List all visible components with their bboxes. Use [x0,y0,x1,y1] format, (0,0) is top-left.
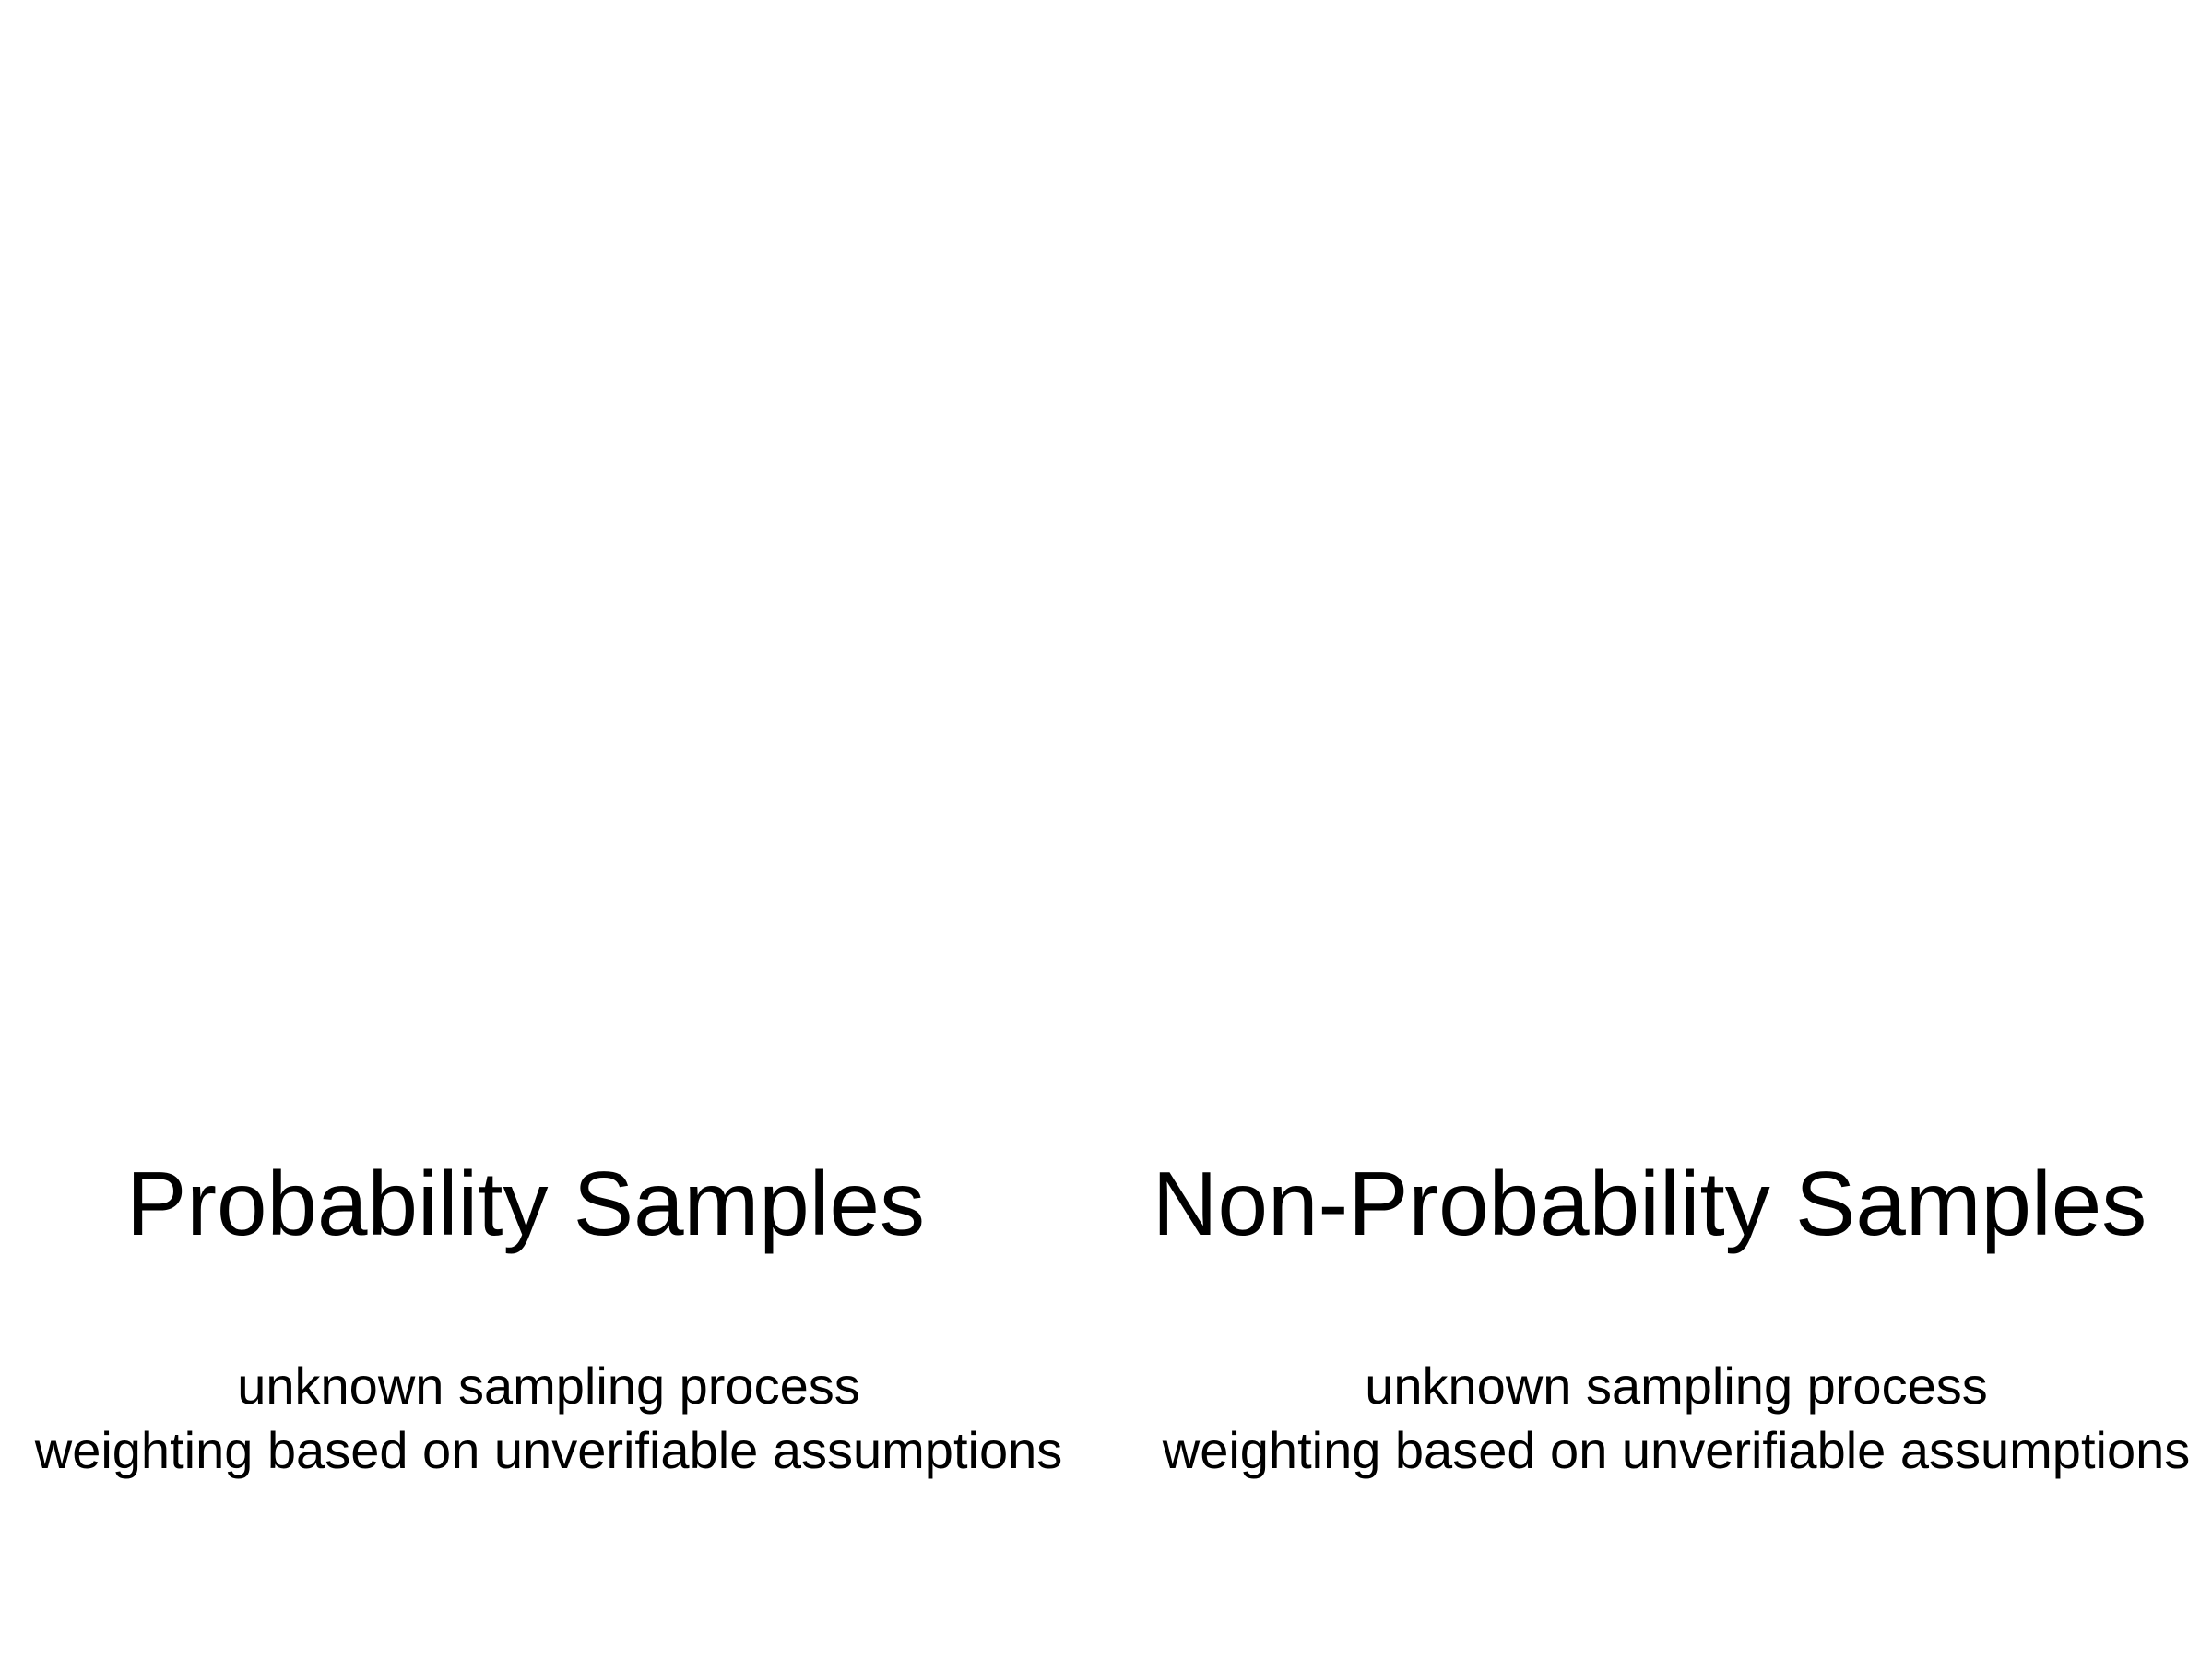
probability-samples-description: unknown sampling process weighting based… [0,1354,1102,1483]
description-line: weighting based on unverifiable assumpti… [1162,1421,2191,1479]
non-probability-samples-description: unknown sampling process weighting based… [1123,1354,2212,1483]
non-probability-samples-column: Non-Probability Samples unknown sampling… [1106,0,2212,1659]
description-line: weighting based on unverifiable assumpti… [34,1421,1063,1479]
non-probability-samples-heading: Non-Probability Samples [1152,1153,2147,1254]
description-line: unknown sampling process [1365,1357,1988,1415]
probability-samples-column: Probability Samples unknown sampling pro… [0,1153,1102,1483]
probability-samples-heading: Probability Samples [125,1153,926,1254]
description-line: unknown sampling process [237,1357,860,1415]
